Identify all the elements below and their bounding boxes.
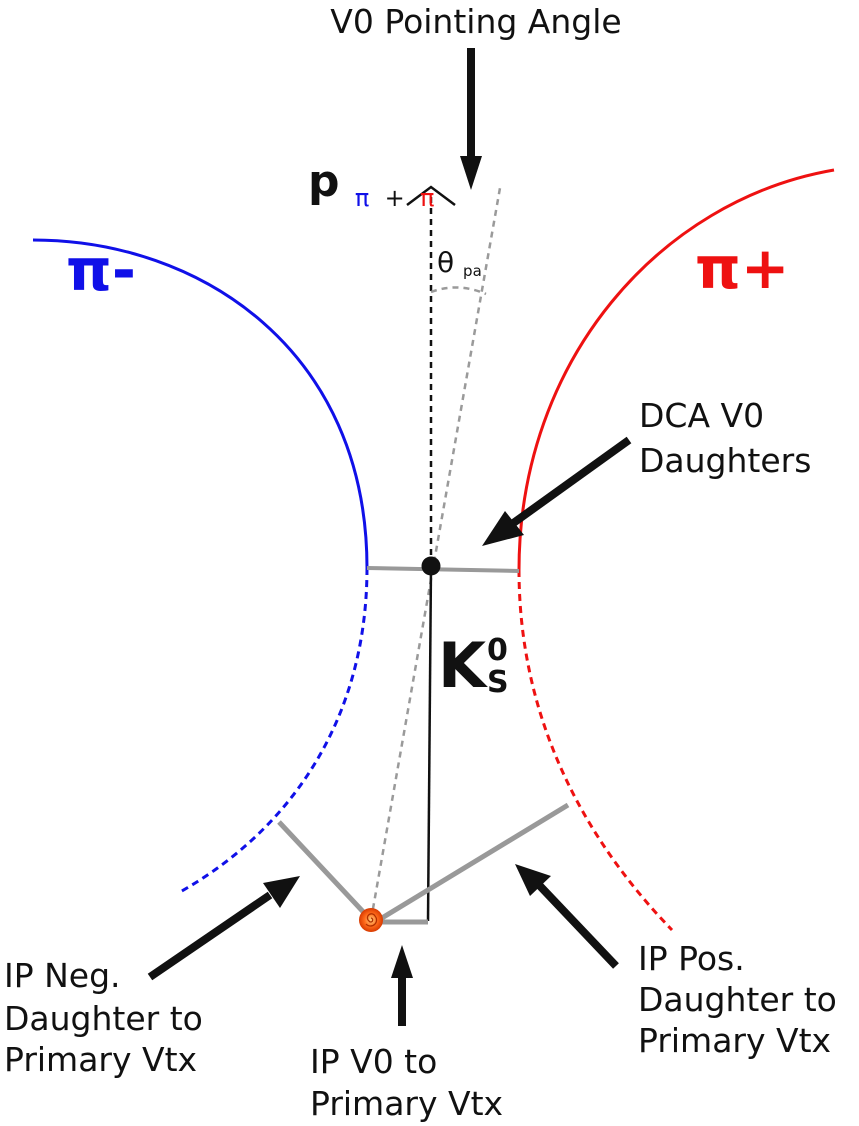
- arrow-ip-v0: [391, 945, 413, 1026]
- dca-label-line2: Daughters: [639, 441, 811, 480]
- theta-arc: [430, 286, 487, 296]
- ip-pos-label-line2: Daughter to: [638, 980, 837, 1019]
- momentum-sub-pi-red: π: [420, 184, 434, 212]
- arrow-dca: [482, 436, 632, 546]
- arrow-ip-pos: [515, 864, 619, 969]
- pi-minus-track: [32, 238, 369, 569]
- dca-daughters-line: [366, 566, 520, 573]
- pi-plus-label: π+: [695, 234, 789, 302]
- k0s-superscript: 0: [487, 633, 508, 668]
- ip-v0-label-line2: Primary Vtx: [310, 1084, 503, 1123]
- pointing-angle-label: V0 Pointing Angle: [330, 2, 621, 41]
- pi-minus-label: π-: [66, 236, 136, 304]
- pv-to-decay-direction-line: [369, 187, 502, 921]
- theta-symbol: θ: [437, 246, 454, 279]
- theta-pa-label: θ pa: [437, 246, 482, 280]
- theta-subscript: pa: [463, 262, 482, 280]
- momentum-sub-pi-blue: π: [355, 184, 369, 212]
- momentum-sub-plus: +: [385, 184, 405, 212]
- ip-neg-label-line3: Primary Vtx: [4, 1040, 197, 1079]
- pi-plus-track-extrapolation: [517, 569, 674, 932]
- ip-v0-label-line1: IP V0 to: [310, 1042, 437, 1081]
- k0s-flight-line: [426, 565, 433, 922]
- arrow-ip-neg: [147, 876, 300, 981]
- primary-vertex: [359, 908, 383, 932]
- momentum-label: p π + π: [308, 156, 435, 217]
- ip-pos-daughter-line: [375, 802, 570, 924]
- ip-neg-label-line2: Daughter to: [4, 999, 203, 1038]
- k0s-label: K 0 S: [438, 629, 509, 702]
- momentum-arrowhead: [406, 185, 456, 206]
- ip-neg-daughter-line: [277, 820, 371, 920]
- ip-pos-label-line1: IP Pos.: [638, 939, 745, 978]
- dca-label-line1: DCA V0: [639, 396, 764, 435]
- k0s-subscript: S: [487, 665, 509, 700]
- pi-minus-track-extrapolation: [179, 567, 369, 894]
- momentum-symbol: p: [308, 156, 340, 207]
- decay-vertex: [421, 556, 441, 576]
- k0s-symbol: K: [438, 629, 488, 702]
- ip-neg-label-line1: IP Neg.: [4, 956, 121, 995]
- ip-pos-label-line3: Primary Vtx: [638, 1021, 831, 1060]
- arrow-pointing-angle: [460, 48, 482, 190]
- pi-plus-track: [517, 168, 835, 571]
